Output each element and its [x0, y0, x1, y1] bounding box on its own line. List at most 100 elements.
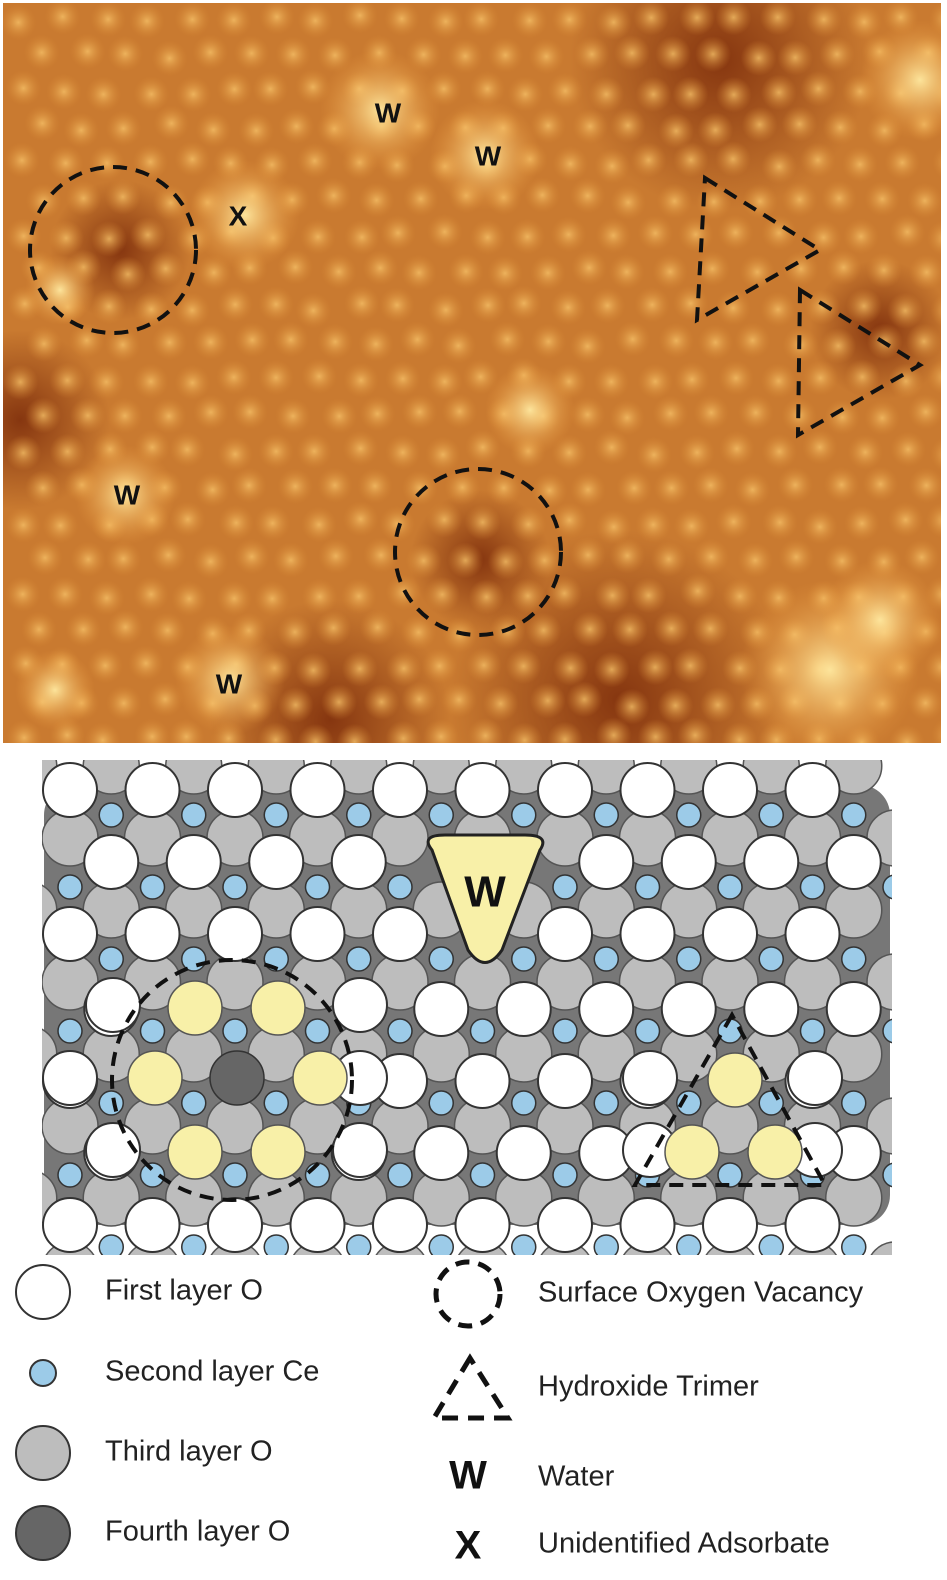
first-layer-o — [784, 906, 841, 962]
stm-dot — [424, 576, 461, 613]
stm-dot — [782, 250, 819, 287]
stm-dot — [637, 215, 674, 252]
second-layer-ce — [17, 947, 41, 971]
stm-dot — [385, 650, 422, 687]
stm-dot — [252, 70, 289, 107]
stm-dot — [931, 719, 941, 743]
stm-dot — [573, 36, 610, 73]
stm-dot — [650, 541, 687, 578]
first-layer-o — [784, 762, 841, 818]
stm-dot — [864, 399, 901, 436]
first-layer-o — [42, 906, 98, 962]
second-layer-ce — [593, 1090, 619, 1116]
stm-dot — [805, 3, 842, 38]
legend-label: First layer O — [105, 1275, 263, 1307]
stm-dot — [924, 649, 941, 686]
third-layer-o — [908, 1170, 947, 1226]
stm-dot — [423, 718, 460, 743]
second-layer-ce — [717, 874, 743, 900]
stm-dot — [926, 220, 941, 256]
stm-dot — [609, 107, 646, 144]
stm-dot — [718, 430, 755, 467]
second-layer-ce — [263, 1234, 289, 1255]
stm-dot — [550, 289, 587, 326]
stm-dot — [593, 363, 630, 400]
stm-dot — [510, 506, 547, 543]
stm-dot — [511, 3, 548, 39]
stm-dot — [652, 253, 689, 290]
stm-dot — [761, 214, 798, 251]
stm-dot — [613, 35, 650, 72]
stm-dot — [147, 681, 184, 718]
stm-dot — [44, 3, 81, 35]
second-layer-ce — [139, 1018, 166, 1044]
stm-dot — [550, 216, 587, 253]
second-layer-ce — [676, 946, 702, 972]
stm-dot — [487, 37, 524, 74]
stm-dot — [5, 434, 42, 471]
stm-dot — [887, 363, 924, 400]
second-layer-ce — [799, 1018, 826, 1044]
stm-dot — [823, 466, 860, 503]
hydroxide-o — [167, 1124, 223, 1180]
stm-dot — [427, 3, 464, 40]
first-layer-o — [372, 1197, 428, 1253]
second-layer-ce — [552, 1018, 578, 1044]
stm-dot — [105, 540, 142, 577]
first-layer-o — [289, 906, 346, 962]
stm-dot — [169, 501, 206, 538]
third-layer-o — [578, 1314, 634, 1370]
second-layer-ce — [57, 1018, 83, 1044]
stm-dot — [781, 181, 818, 218]
stm-dot — [317, 538, 354, 575]
stm-dot — [800, 70, 837, 107]
stm-dot — [258, 286, 295, 323]
legend-symbol: W — [449, 1454, 487, 1498]
first-layer-o — [207, 906, 263, 962]
stm-dot — [336, 723, 373, 743]
first-layer-o — [537, 1053, 593, 1109]
stm-dot — [843, 505, 880, 542]
stm-dot — [106, 397, 143, 434]
stm-dot — [760, 291, 797, 328]
first-layer-o — [454, 1197, 511, 1253]
stm-dot — [469, 287, 506, 324]
hydroxide-o — [707, 1052, 763, 1108]
water-label: W — [464, 868, 506, 917]
stm-dot — [277, 686, 314, 723]
stm-dot — [740, 40, 777, 77]
first-layer-o — [537, 1197, 593, 1253]
stm-dot — [693, 538, 730, 575]
stm-dot — [105, 685, 142, 722]
stm-dot — [342, 430, 379, 467]
second-layer-ce — [181, 802, 207, 828]
stm-dot — [677, 717, 714, 743]
trimer-marker — [795, 286, 924, 439]
legend-vacancy — [433, 1259, 503, 1329]
stm-dot — [133, 76, 170, 113]
stm-dot — [421, 648, 458, 685]
stm-dot — [87, 647, 124, 684]
stm-dot — [673, 508, 710, 545]
stm-dot — [505, 285, 542, 322]
stm-dot — [295, 292, 332, 329]
stm-dot — [42, 507, 79, 544]
stm-dot — [90, 3, 127, 38]
legend-second-ce — [29, 1359, 57, 1387]
stm-dot — [297, 3, 334, 39]
legend-third-o — [15, 1425, 71, 1481]
stm-dot — [633, 3, 670, 36]
stm-dot — [608, 253, 645, 290]
second-layer-ce — [841, 946, 867, 972]
stm-dot — [23, 34, 60, 71]
stm-dot — [930, 294, 941, 328]
first-layer-o — [578, 981, 635, 1037]
first-layer-o — [165, 834, 222, 890]
second-layer-ce — [924, 947, 947, 971]
stm-dot — [715, 503, 752, 540]
stm-dot — [3, 142, 40, 179]
stm-dot — [254, 580, 291, 617]
stm-dot — [656, 183, 693, 220]
second-layer-ce — [717, 1162, 743, 1188]
